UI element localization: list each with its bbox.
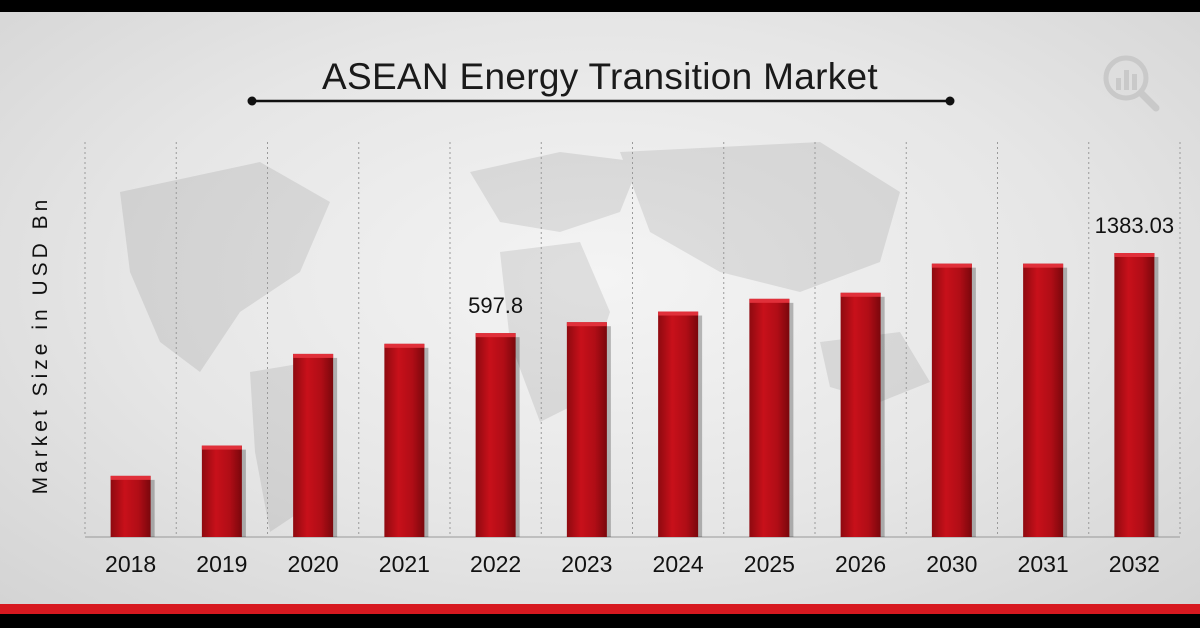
x-tick-label: 2025 [744,551,795,577]
x-tick-label: 2032 [1109,551,1160,577]
x-tick-label: 2020 [288,551,339,577]
x-tick-label: 2022 [470,551,521,577]
y-axis-label: Market Size in USD Bn [29,196,52,495]
chart-svg: 2018 2019 2020 2021 2022 597.8 2023 2024 2025 202… [29,96,1181,577]
bar-top-highlight [658,311,699,316]
bar-top-highlight [384,343,425,348]
bar-top-highlight [110,475,151,480]
x-tick-label: 2030 [926,551,977,577]
chart-title: ASEAN Energy Transition Market [322,56,878,97]
bar-top-highlight [475,333,516,338]
bar-2019 [201,445,242,537]
bar-2031 [1023,263,1064,537]
bar-top-highlight [566,322,607,327]
x-tick-label: 2019 [196,551,247,577]
title-underline-left-dot [247,96,257,106]
bar-2024 [658,311,699,537]
bar-2026 [840,292,881,537]
bar-top-highlight [840,292,881,297]
data-label-2022: 597.8 [468,293,523,318]
bar-2022 [475,333,516,537]
bottom-accent-bar [0,604,1200,614]
x-tick-label: 2021 [379,551,430,577]
bar-top-highlight [749,298,790,303]
bar-top-highlight [201,445,242,450]
brand-logo-icon [1103,55,1160,112]
bar-top-highlight [931,263,972,268]
bar-2023 [566,322,607,537]
x-tick-label: 2023 [561,551,612,577]
x-tick-label: 2018 [105,551,156,577]
bar-2025 [749,298,790,537]
bar-2021 [384,343,425,537]
x-tick-label: 2026 [835,551,886,577]
bar-top-highlight [1114,253,1155,258]
data-label-2032: 1383.03 [1095,213,1175,238]
bar-2018 [110,475,151,537]
bar-top-highlight [293,353,334,358]
bar-2032 [1114,253,1155,537]
bar-top-highlight [1023,263,1064,268]
bar-2020 [293,353,334,537]
x-tick-label: 2024 [653,551,704,577]
bar-2030 [931,263,972,537]
chart-panel: ASEAN Energy Transition Market 2018 2019 2… [0,12,1200,604]
title-underline-right-dot [945,96,955,106]
x-tick-label: 2031 [1018,551,1069,577]
